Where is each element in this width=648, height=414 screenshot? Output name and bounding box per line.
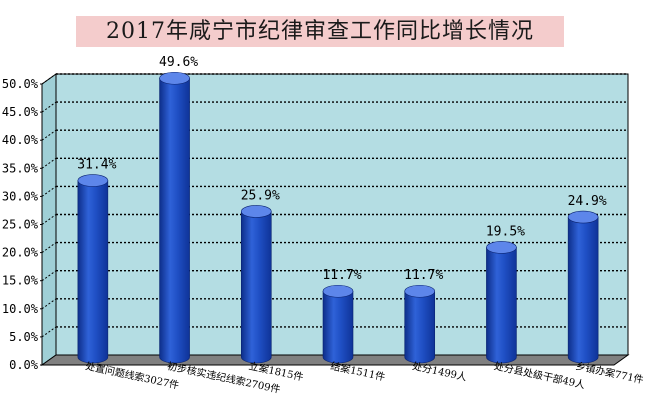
gridline-side — [41, 214, 57, 225]
bar-top — [486, 241, 517, 254]
value-label: 11.7% — [322, 268, 361, 283]
gridline-side — [41, 73, 57, 85]
bar — [567, 210, 599, 364]
y-tick-label: 30.0% — [2, 189, 39, 203]
bar-top — [77, 174, 109, 187]
y-tick-label: 50.0% — [2, 77, 39, 91]
value-label: 25.9% — [241, 188, 280, 203]
gridline-side — [41, 129, 57, 141]
value-label: 19.5% — [486, 224, 525, 239]
value-label: 49.6% — [159, 55, 198, 70]
y-axis-ticks: 0.0% 5.0% 10.0% 15.0% 20.0% 25.0% 30.0% 35.0% 40… — [2, 77, 42, 372]
bar — [240, 205, 272, 364]
gridline-side — [41, 270, 57, 282]
gridline-side — [41, 185, 57, 197]
chart-title: 2017年咸宁市纪律审查工作同比增长情况 — [106, 19, 534, 44]
bar — [404, 284, 436, 364]
gridline-side — [41, 326, 57, 338]
gridline-side — [41, 242, 57, 254]
bar — [322, 284, 354, 364]
gridline-side — [41, 298, 57, 310]
y-tick-label: 15.0% — [2, 274, 39, 288]
value-label: 11.7% — [404, 268, 443, 283]
y-tick-label: 0.0% — [9, 358, 39, 372]
chart-title-box: 2017年咸宁市纪律审查工作同比增长情况 — [76, 16, 564, 47]
y-tick-label: 40.0% — [2, 133, 39, 147]
bar-top — [240, 205, 272, 218]
bar-body — [404, 290, 436, 364]
value-label: 24.9% — [568, 194, 607, 209]
bars — [77, 71, 599, 364]
y-tick-label: 45.0% — [2, 105, 39, 119]
value-labels: 31.4% 49.6% 25.9% 11.7% 11.7% 19.5% 24.9% — [77, 55, 607, 283]
gridline-side — [41, 101, 57, 113]
gridline-side — [41, 157, 57, 169]
y-tick-label: 10.0% — [2, 302, 39, 316]
bar-top — [404, 284, 436, 298]
y-tick-label: 25.0% — [2, 218, 39, 232]
value-label: 31.4% — [77, 158, 116, 173]
gridlines — [41, 73, 628, 338]
bar — [486, 241, 517, 364]
bar-body — [159, 77, 190, 364]
bar-body — [486, 247, 517, 364]
bar-body — [77, 180, 109, 364]
bar-top — [567, 210, 599, 224]
bar-top — [159, 71, 190, 85]
y-tick-label: 35.0% — [2, 161, 39, 175]
bar — [159, 71, 190, 364]
bar — [77, 174, 109, 364]
bar-top — [322, 284, 354, 298]
bar-body — [322, 290, 354, 364]
y-tick-label: 20.0% — [2, 246, 39, 260]
bar-body — [567, 216, 599, 364]
y-tick-label: 5.0% — [9, 330, 39, 344]
bar-body — [240, 211, 272, 364]
